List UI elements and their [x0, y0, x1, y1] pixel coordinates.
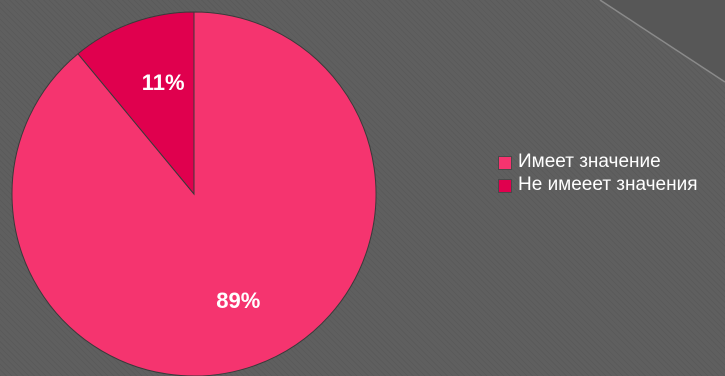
legend-label-1: Не имееет значения: [518, 174, 698, 195]
pie-slice-label-1: 11%: [142, 70, 185, 95]
legend-item-0: Имеет значение: [498, 151, 723, 172]
pie-labels: 89% 11%: [142, 70, 260, 313]
legend-swatch-1: [498, 179, 512, 193]
legend-label-0: Имеет значение: [518, 151, 661, 172]
pie-slice-label-0: 89%: [216, 288, 260, 313]
pie-slices: [11, 11, 377, 376]
legend-item-1: Не имееет значения: [498, 174, 723, 195]
legend-swatch-0: [498, 156, 512, 170]
legend: Имеет значение Не имееет значения: [498, 151, 723, 197]
pie-slice-1: [77, 11, 195, 196]
